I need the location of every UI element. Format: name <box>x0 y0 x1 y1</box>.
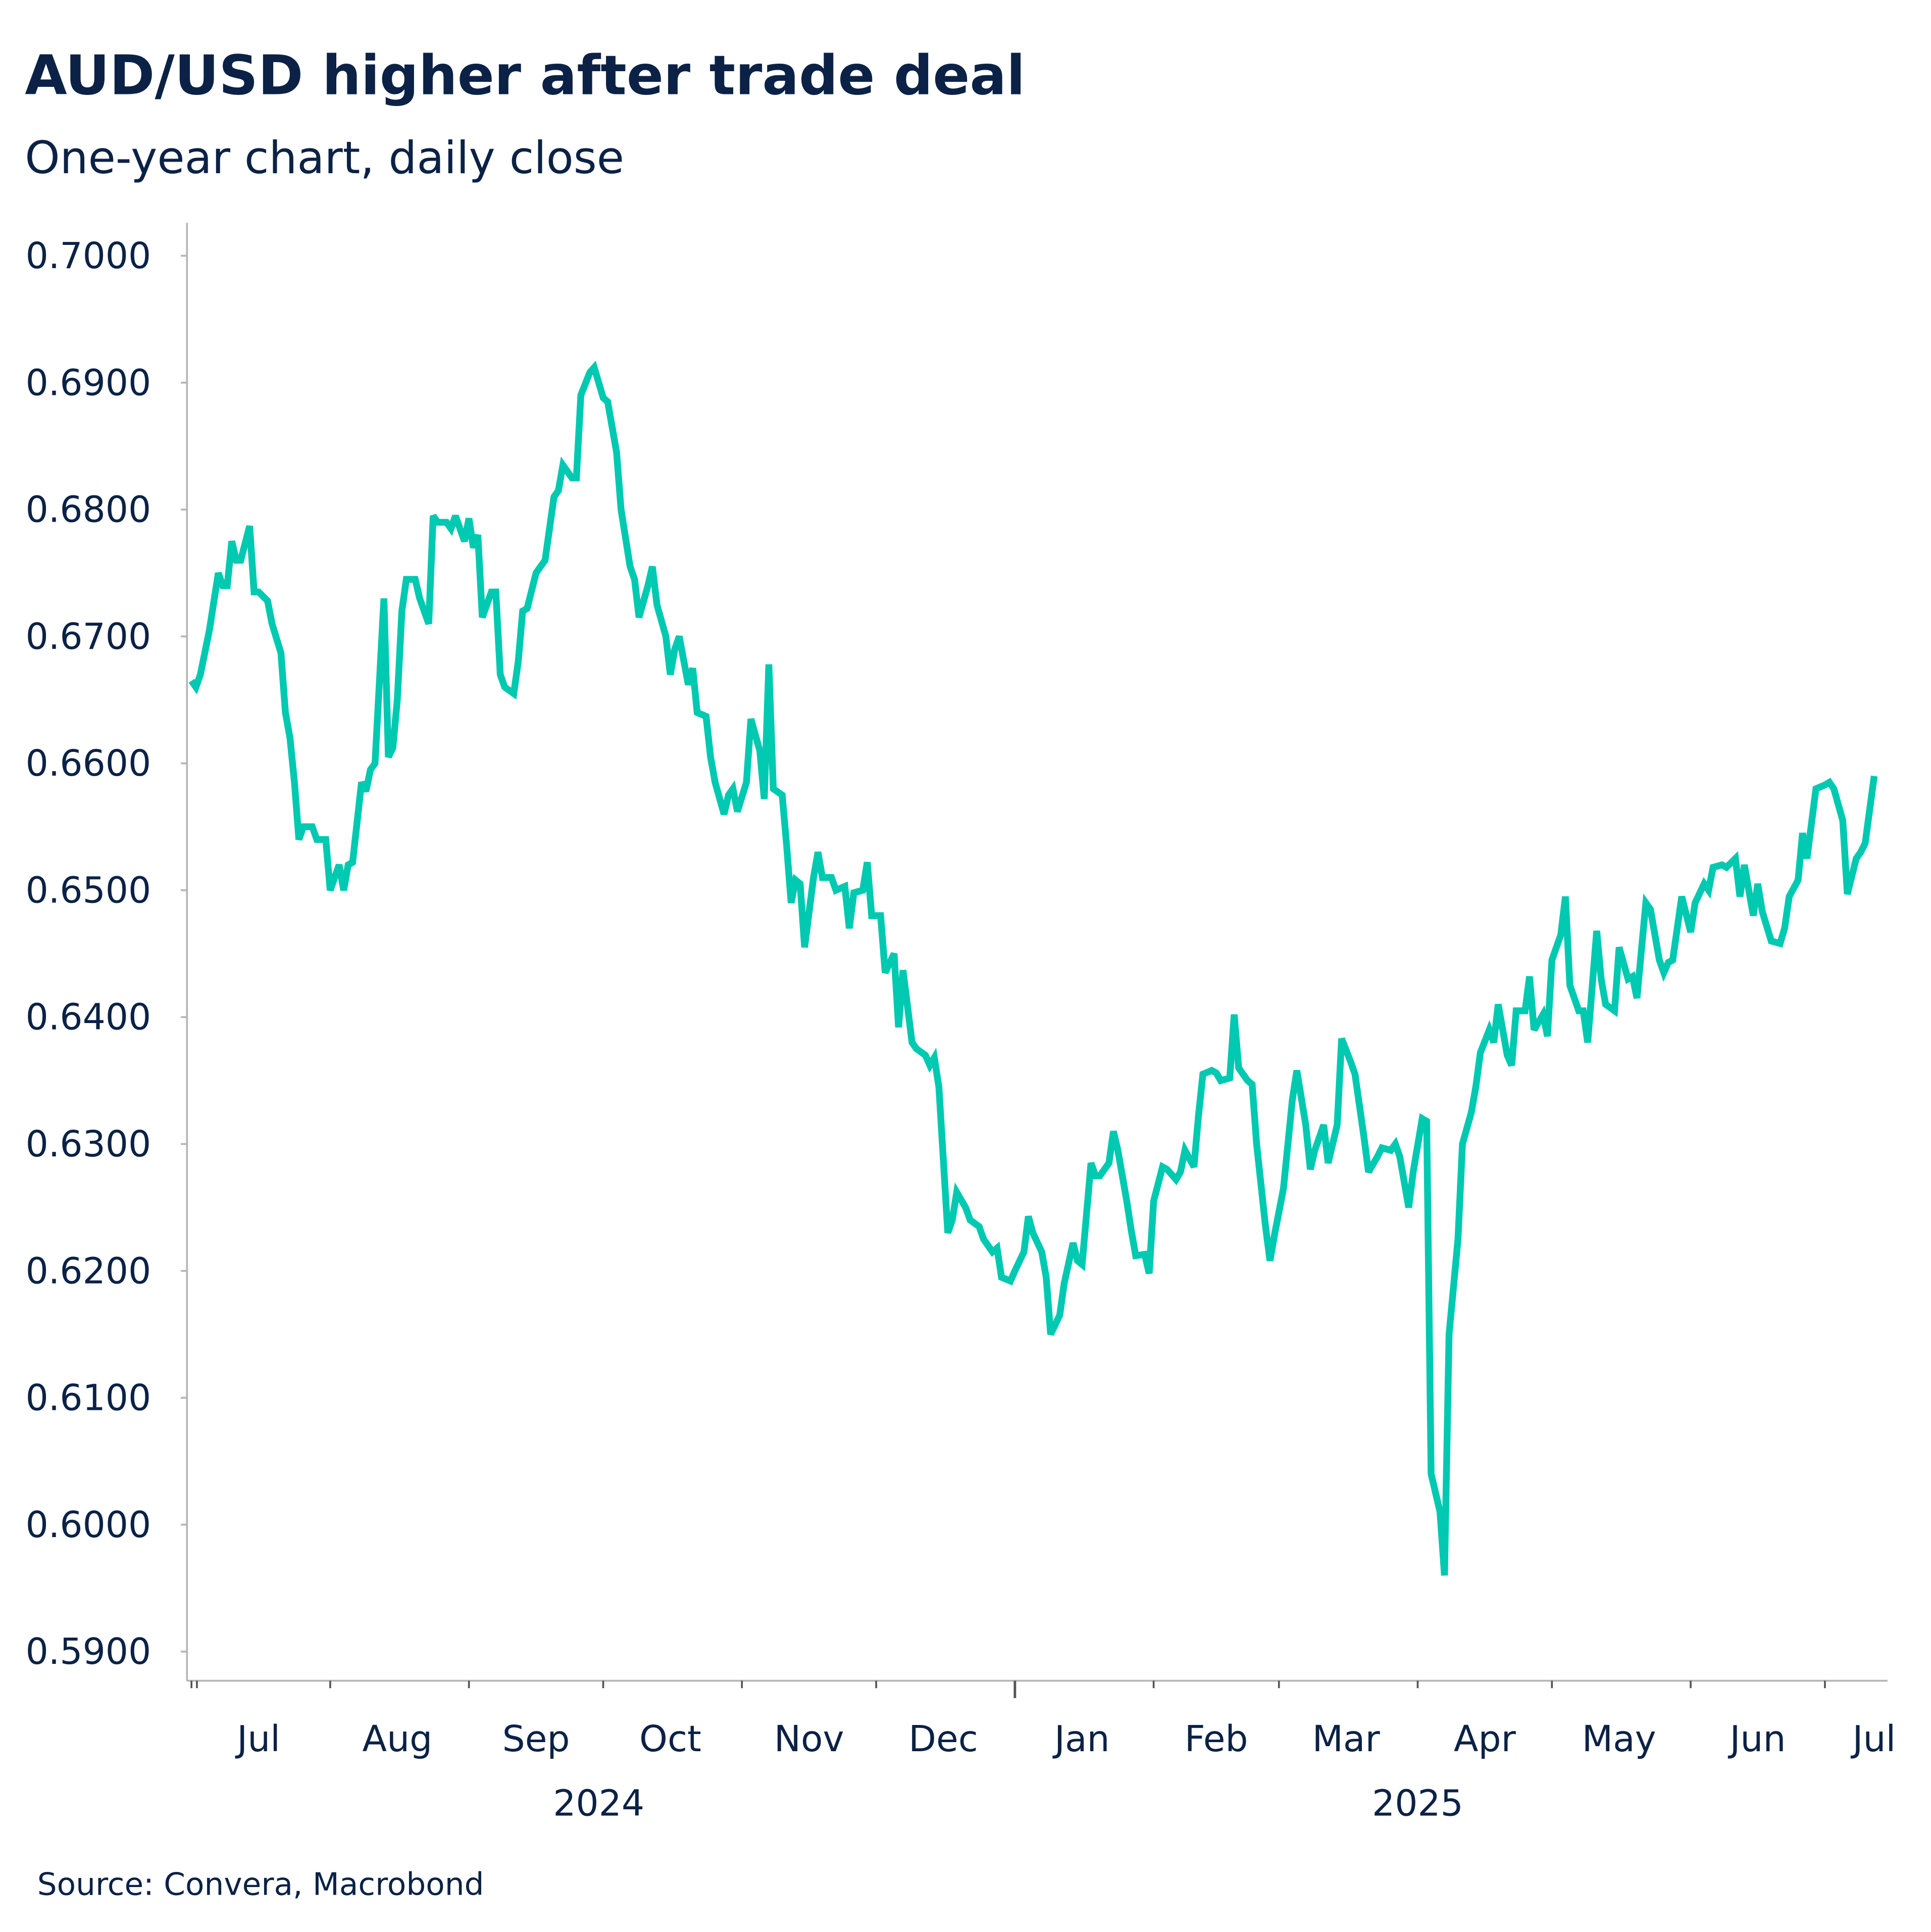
y-axis-ticks: 0.5900 0.6000 0.6100 0.6200 0.6300 0.6400 0.65… <box>26 235 187 1672</box>
x-month-label: Nov <box>774 1718 844 1760</box>
x-month-label: Mar <box>1312 1718 1381 1760</box>
x-month-label: Dec <box>908 1718 978 1760</box>
y-tick-label: 0.6600 <box>26 742 151 784</box>
y-tick-label: 0.6500 <box>26 869 151 911</box>
y-tick-label: 0.6100 <box>26 1377 151 1419</box>
y-tick-label: 0.5900 <box>26 1631 151 1672</box>
x-month-label: Apr <box>1454 1718 1516 1760</box>
chart-subtitle: One-year chart, daily close <box>25 132 624 184</box>
y-tick-label: 0.6800 <box>26 489 151 531</box>
x-year-label: 2025 <box>1372 1783 1463 1824</box>
source-note: Source: Convera, Macrobond <box>37 1866 484 1902</box>
x-year-label: 2024 <box>553 1783 644 1824</box>
x-month-label: Oct <box>639 1718 701 1760</box>
x-month-label: Jan <box>1052 1718 1110 1760</box>
y-tick-label: 0.6200 <box>26 1250 151 1292</box>
y-tick-label: 0.6000 <box>26 1504 151 1546</box>
x-month-label: Feb <box>1185 1718 1248 1760</box>
x-month-label: Sep <box>502 1718 570 1760</box>
x-month-label: Jun <box>1727 1718 1786 1760</box>
chart-title: AUD/USD higher after trade deal <box>25 44 1025 107</box>
audusd-line <box>188 361 1878 1576</box>
y-tick-label: 0.6300 <box>26 1123 151 1165</box>
y-tick-label: 0.6700 <box>26 616 151 657</box>
x-axis-ticks: Jul Aug Sep Oct Nov Dec Jan Feb Mar Apr May Jun Jul 2… <box>190 1681 1896 1824</box>
y-tick-label: 0.7000 <box>26 235 151 277</box>
x-month-label: Aug <box>362 1718 432 1760</box>
x-month-label: May <box>1582 1718 1656 1760</box>
y-tick-label: 0.6400 <box>26 996 151 1038</box>
series-layer <box>188 361 1878 1576</box>
x-month-label: Jul <box>235 1718 280 1760</box>
x-month-label: Jul <box>1851 1718 1896 1760</box>
y-tick-label: 0.6900 <box>26 362 151 403</box>
